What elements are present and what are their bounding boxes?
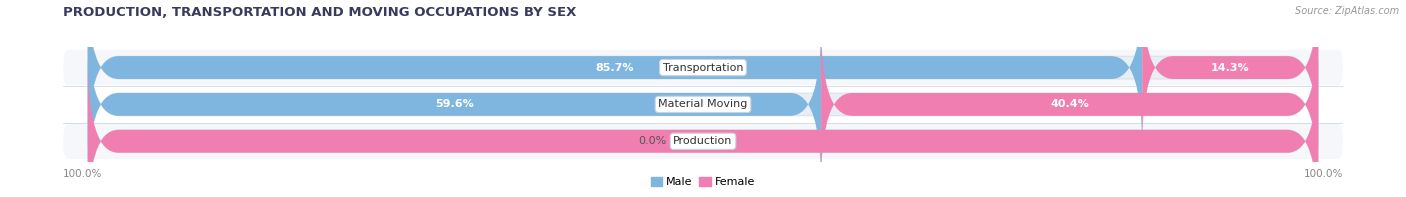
FancyBboxPatch shape — [87, 0, 1142, 148]
Text: Source: ZipAtlas.com: Source: ZipAtlas.com — [1295, 6, 1399, 16]
Legend: Male, Female: Male, Female — [647, 172, 759, 191]
Text: Material Moving: Material Moving — [658, 99, 748, 109]
Text: 0.0%: 0.0% — [638, 136, 666, 146]
FancyBboxPatch shape — [87, 0, 1319, 148]
FancyBboxPatch shape — [63, 50, 1343, 85]
FancyBboxPatch shape — [87, 24, 1319, 185]
Text: 85.7%: 85.7% — [596, 63, 634, 72]
FancyBboxPatch shape — [63, 87, 1343, 122]
Text: 100.0%: 100.0% — [681, 136, 725, 146]
Text: 40.4%: 40.4% — [1050, 99, 1090, 109]
FancyBboxPatch shape — [87, 24, 821, 185]
Text: Production: Production — [673, 136, 733, 146]
Text: Transportation: Transportation — [662, 63, 744, 72]
FancyBboxPatch shape — [63, 124, 1343, 159]
FancyBboxPatch shape — [821, 24, 1319, 185]
Text: 100.0%: 100.0% — [63, 169, 103, 179]
FancyBboxPatch shape — [87, 60, 1319, 197]
Text: 100.0%: 100.0% — [1303, 169, 1343, 179]
Text: 14.3%: 14.3% — [1211, 63, 1250, 72]
Text: 59.6%: 59.6% — [434, 99, 474, 109]
FancyBboxPatch shape — [1142, 0, 1319, 148]
Text: PRODUCTION, TRANSPORTATION AND MOVING OCCUPATIONS BY SEX: PRODUCTION, TRANSPORTATION AND MOVING OC… — [63, 6, 576, 19]
FancyBboxPatch shape — [87, 60, 1319, 197]
